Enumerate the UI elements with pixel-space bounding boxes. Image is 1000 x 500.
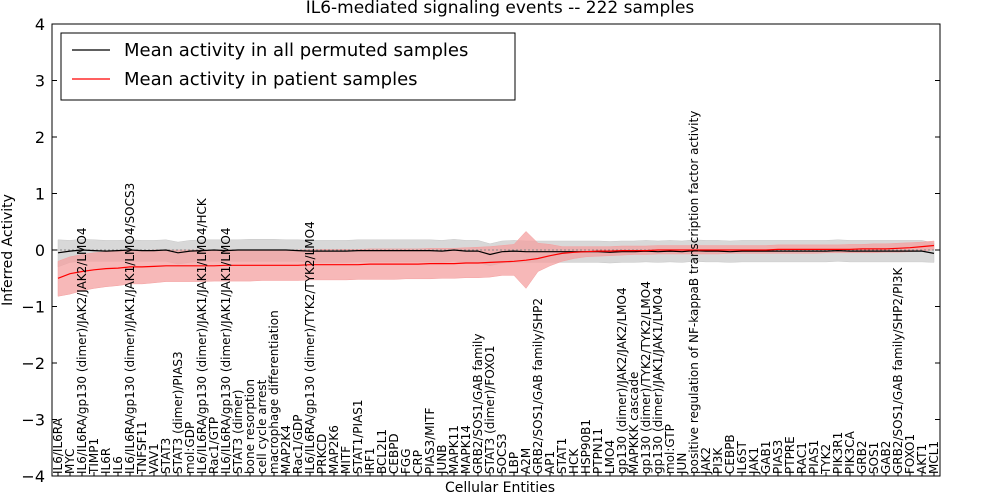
line-series-1 (57, 244, 935, 279)
entity-label: BCL2L1 (375, 429, 389, 474)
y-tick-label: 1 (35, 185, 45, 204)
entity-label: AKT1 (915, 444, 929, 474)
entity-label: JUN (675, 453, 689, 475)
entity-label: STAT1 (555, 438, 569, 474)
entity-label: gp130 (dimer)/JAK1/JAK1/LMO4 (651, 287, 665, 474)
entity-label: PIK3CA (843, 430, 857, 474)
entity-label: PRKCD (315, 434, 329, 474)
entity-label: positive regulation of NF-kappaB transcr… (687, 111, 701, 474)
entity-label: PTPRE (783, 436, 797, 474)
entity-label: MAPKKK cascade (627, 372, 641, 474)
entity-label: JAK1 (747, 447, 761, 475)
entity-label: FGG (399, 449, 413, 475)
entity-label: bone resorption (243, 379, 257, 474)
entity-label: HSP90B1 (579, 419, 593, 474)
entity-label: CRP (411, 450, 425, 474)
entity-label: cell cycle arrest (255, 379, 269, 474)
entity-label: macrophage differentiation (267, 310, 281, 474)
entity-label: LMO4 (603, 440, 617, 474)
entity-label: STAT3 (159, 438, 173, 474)
confidence-bands (57, 231, 935, 297)
entity-label: MAP2K6 (327, 425, 341, 474)
entity-label: IL6 (111, 456, 125, 474)
entity-label: RAC1 (795, 442, 809, 474)
entity-label: PI3K (711, 447, 725, 474)
entity-label: gp130 (dimer)/TYK2/TYK2/LMO4 (639, 281, 653, 474)
y-tick-label: 4 (35, 15, 45, 34)
y-tick-label: 3 (35, 72, 45, 91)
entity-label: IL6/IL6RA/gp130 (dimer)/JAK1/JAK1/LMO4 (219, 228, 233, 474)
entity-label: STAT3 (dimer)/PIAS3 (171, 351, 185, 474)
entity-label: MAPK11 (447, 425, 461, 474)
entity-label: GAB2 (879, 441, 893, 474)
entity-label: MYC (63, 449, 77, 474)
legend-box (60, 32, 516, 101)
entity-label: TYK2 (819, 444, 833, 475)
entity-label: CEBPD (387, 433, 401, 474)
entity-label: TIMP1 (87, 438, 101, 475)
legend: Mean activity in all permuted samples Me… (60, 32, 516, 101)
entity-label: STAT3 (dimer)/FOXO1 (483, 345, 497, 474)
y-tick-label: −4 (21, 467, 45, 486)
entity-label: IL6R (99, 448, 113, 474)
entity-label: LBP (507, 452, 521, 474)
entity-label: IL6/IL6RA/gp130 (dimer)/JAK1/JAK1/LMO4/H… (195, 197, 209, 474)
entity-label: A2M (519, 448, 533, 474)
entity-label: PIAS3 (771, 440, 785, 474)
entity-label: FOXO1 (903, 434, 917, 474)
entity-label: IRF1 (363, 448, 377, 474)
entity-label: GRB2/SOS1/GAB family/SHP2 (531, 298, 545, 474)
entity-label: Rac1/GDP (291, 415, 305, 474)
y-tick-label: −3 (21, 411, 45, 430)
entity-label: GAB1 (759, 441, 773, 474)
entity-label: HCK (567, 448, 581, 474)
entity-label: GRB2/SOS1/GAB family (471, 334, 485, 475)
entity-label: mol:GTP (663, 424, 677, 474)
entity-label: MAP2K4 (279, 425, 293, 474)
entity-label: SOS1 (867, 442, 881, 474)
entity-label: Rac1/GTP (207, 417, 221, 474)
entity-label: AP1 (543, 451, 557, 474)
y-tick-label: 0 (35, 241, 45, 260)
legend-label-patient: Mean activity in patient samples (124, 69, 418, 90)
entity-label: PTPN11 (591, 428, 605, 474)
entity-label: JAK2 (699, 447, 713, 475)
entity-label: MITF (339, 446, 353, 474)
entity-label: CEBPB (723, 434, 737, 474)
entity-label: IL6/IL6RA/gp130 (dimer)/JAK1/JAK1/LMO4/S… (123, 183, 137, 474)
entity-label: VAV1 (147, 443, 161, 474)
entity-label: GRB2/SOS1/GAB family/SHP2/PI3K (891, 266, 905, 474)
entity-label: IL6/IL6RA/gp130 (dimer)/JAK2/JAK2/LMO4 (75, 228, 89, 474)
x-axis-label: Cellular Entities (445, 480, 555, 496)
legend-label-permuted: Mean activity in all permuted samples (124, 40, 468, 61)
entity-label: mol:GDP (183, 422, 197, 474)
entity-label: IL6/IL6RA (51, 417, 65, 474)
y-tick-label: −2 (21, 354, 45, 373)
x-axis-ticks (57, 472, 935, 476)
entity-label: MAPK14 (459, 425, 473, 474)
entity-label: PIAS3/MITF (423, 407, 437, 474)
entity-label: MCL1 (927, 441, 941, 474)
entity-label: SOCS3 (495, 433, 509, 474)
entity-label: IL6ST (735, 441, 749, 474)
series-lines (57, 244, 935, 279)
line-series-0 (57, 249, 935, 256)
entity-label: PIAS1 (807, 440, 821, 474)
entity-label: IL6/IL6RA/gp130 (dimer)/TYK2/TYK2/LMO4 (303, 221, 317, 474)
y-tick-label: 2 (35, 128, 45, 147)
entity-label: JUNB (435, 444, 449, 475)
entity-label: GRB2 (855, 440, 869, 474)
y-axis-ticks: −4 −3 −2 −1 0 1 2 3 4 (21, 15, 940, 486)
entity-label: STAT1/PIAS1 (351, 399, 365, 474)
y-axis-label: Inferred Activity (0, 194, 16, 306)
entity-label: TNFSF11 (135, 421, 149, 475)
entity-label: STAT3 (dimer) (231, 390, 245, 474)
y-tick-label: −1 (21, 298, 45, 317)
entity-label: gp130 (dimer)/JAK2/JAK2/LMO4 (615, 287, 629, 474)
entity-label: PIK3R1 (831, 432, 845, 474)
chart-title: IL6-mediated signaling events -- 222 sam… (306, 0, 695, 18)
